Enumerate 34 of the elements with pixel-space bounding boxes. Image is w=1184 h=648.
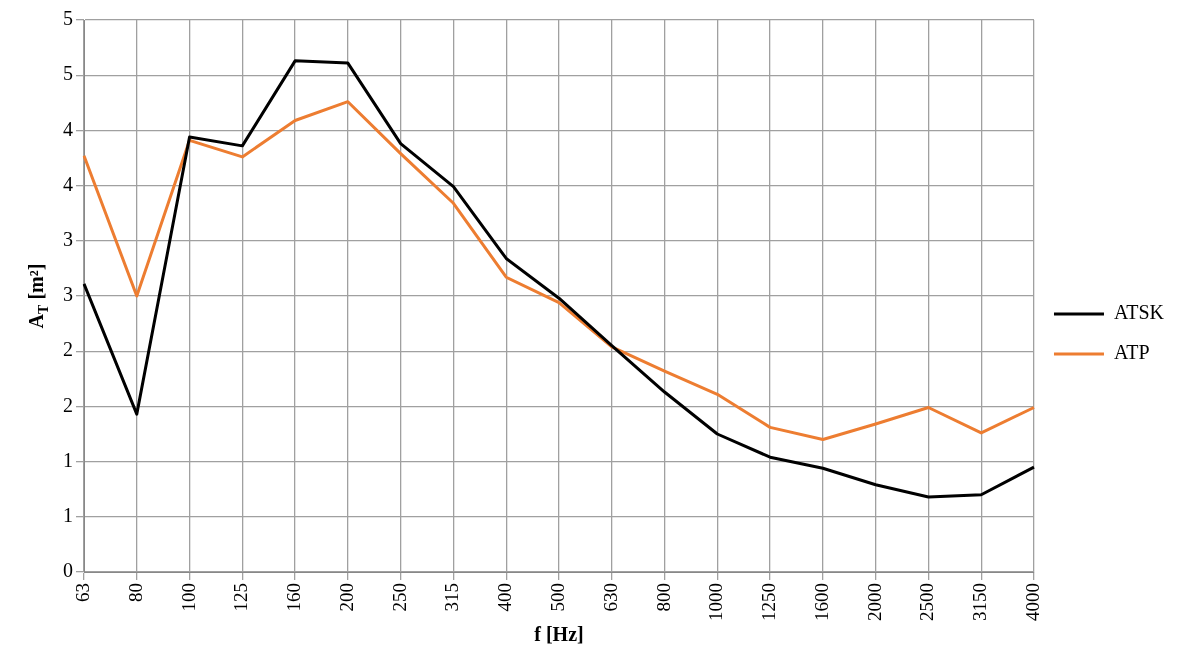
x-tick-label: 4000 — [1021, 583, 1043, 621]
legend-label: ATSK — [1113, 301, 1165, 324]
y-tick-label: 2 — [63, 393, 73, 416]
x-tick-label: 315 — [441, 583, 463, 612]
y-tick-label: 4 — [63, 172, 73, 195]
y-tick-label: 2 — [63, 338, 73, 361]
x-tick-label: 500 — [546, 583, 568, 612]
y-axis-title: AT [m²] — [25, 263, 51, 329]
x-tick-label: 1600 — [810, 583, 832, 621]
x-tick-label: 80 — [124, 583, 146, 602]
x-tick-label: 1250 — [758, 583, 780, 621]
x-tick-label: 3150 — [969, 583, 991, 621]
x-tick-label: 100 — [177, 583, 199, 612]
y-tick-label: 5 — [63, 62, 73, 85]
x-tick-label: 2500 — [916, 583, 938, 621]
y-tick-label: 3 — [63, 283, 73, 306]
x-tick-label: 800 — [652, 583, 674, 612]
x-tick-label: 160 — [283, 583, 305, 612]
x-tick-label: 200 — [335, 583, 357, 612]
y-tick-label: 4 — [63, 117, 73, 140]
y-tick-label: 5 — [63, 7, 73, 30]
y-tick-label: 3 — [63, 228, 73, 251]
x-tick-label: 125 — [230, 583, 252, 612]
x-tick-label: 2000 — [863, 583, 885, 621]
y-tick-label: 1 — [63, 448, 73, 471]
legend-label: ATP — [1113, 341, 1150, 364]
x-tick-label: 400 — [494, 583, 516, 612]
x-tick-label: 1000 — [705, 583, 727, 621]
y-tick-label: 1 — [63, 504, 73, 527]
x-tick-label: 250 — [388, 583, 410, 612]
y-tick-label: 0 — [63, 559, 73, 582]
x-tick-label: 630 — [599, 583, 621, 612]
x-tick-label: 63 — [71, 583, 93, 602]
x-axis-title: f [Hz] — [534, 623, 584, 646]
